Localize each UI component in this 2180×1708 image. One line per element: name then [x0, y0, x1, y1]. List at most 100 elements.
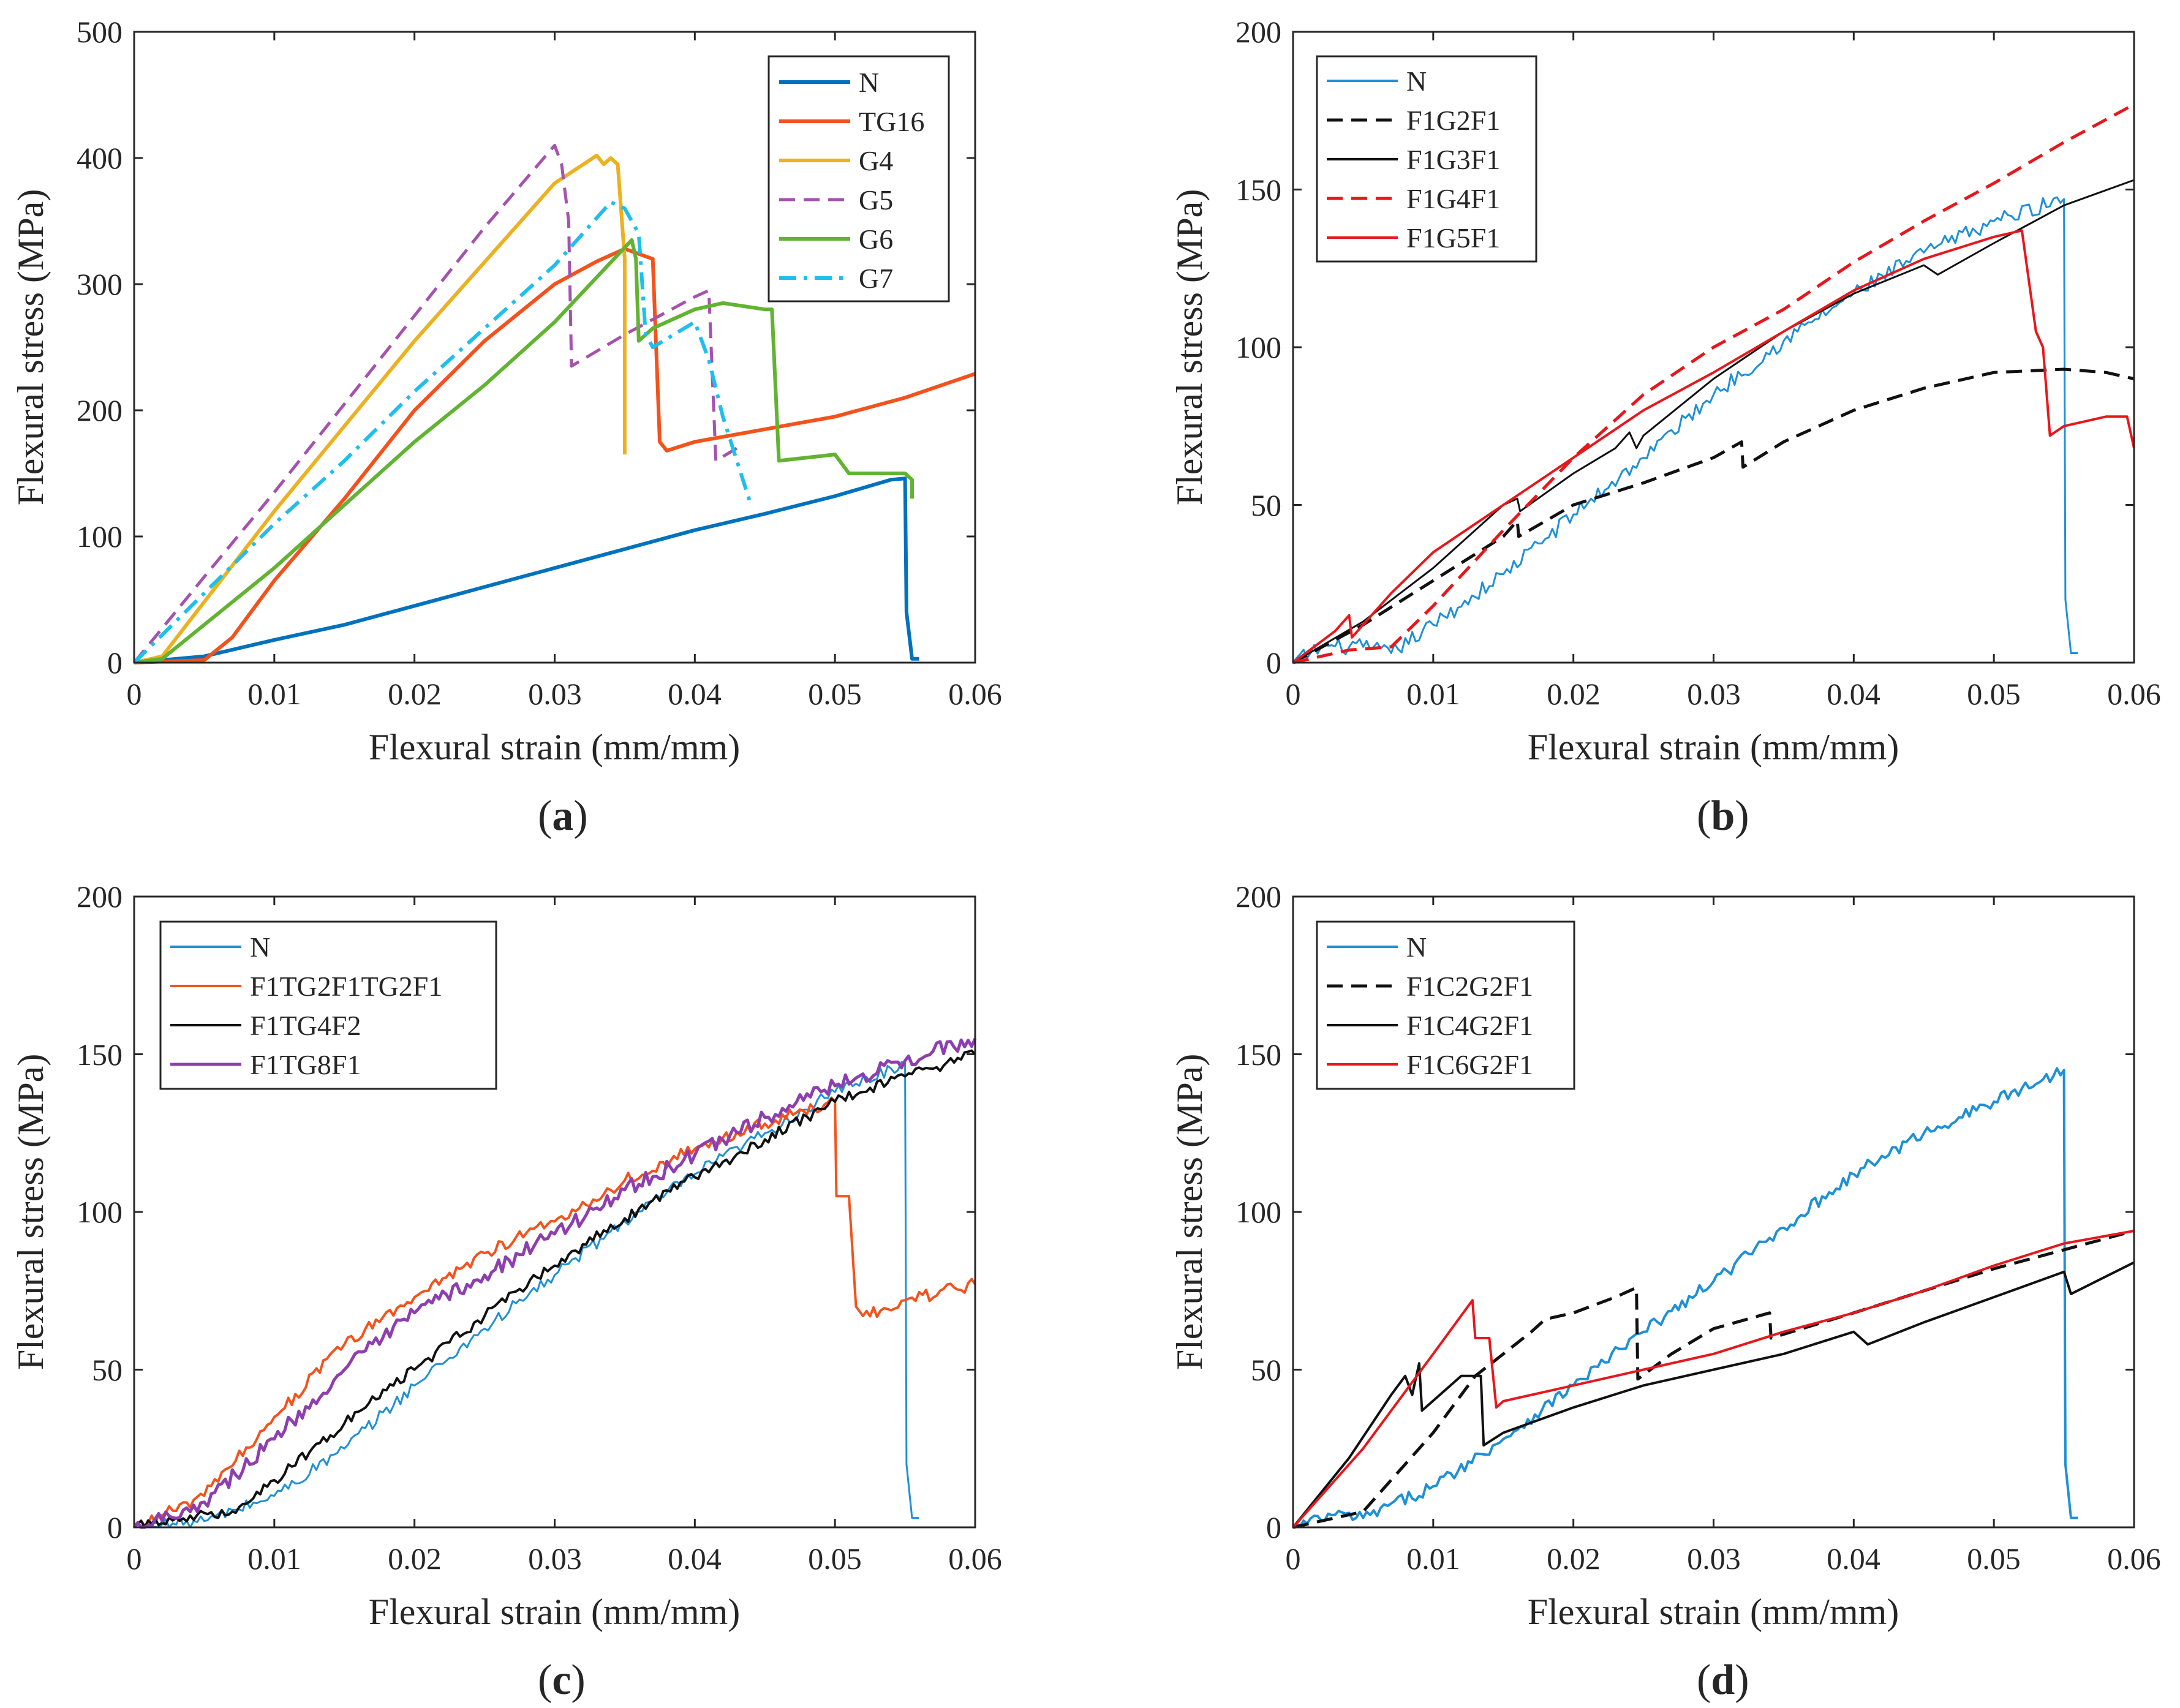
- legend-label: F1TG8F1: [250, 1049, 361, 1080]
- x-tick-label: 0.01: [1406, 1541, 1460, 1576]
- legend-label: F1G4F1: [1406, 183, 1500, 214]
- axes-box: [1292, 895, 2135, 1529]
- series-line-n: [1292, 196, 2078, 663]
- y-axis-label: Flexural stress (MPa): [10, 1054, 51, 1371]
- legend-label: G4: [859, 145, 893, 176]
- x-tick-label: 0: [127, 677, 142, 711]
- x-tick-label: 0.05: [1967, 1541, 2021, 1576]
- x-tick-label: 0.05: [808, 1541, 862, 1576]
- x-tick-label: 0.04: [668, 677, 722, 711]
- x-tick-label: 0.02: [388, 1541, 442, 1576]
- series-line-n: [134, 476, 919, 664]
- series-line-f1tg8f1: [133, 1037, 977, 1529]
- y-tick-label: 200: [77, 393, 123, 427]
- series-line-f1g2f1: [1292, 367, 2135, 664]
- legend: N F1G2F1 F1G3F1 F1G4F1 F1G5F1: [1316, 55, 1537, 263]
- y-tick-label: 200: [77, 879, 123, 914]
- panel-caption: (d): [1697, 1657, 1749, 1704]
- caption-letter: c: [552, 1657, 571, 1704]
- panel-b: 0 0.01 0.02 0.03 0.04 0.05 0.06 0 50 100…: [1169, 15, 2161, 840]
- x-tick-label: 0.03: [528, 1541, 582, 1576]
- legend: N F1C2G2F1 F1C4G2F1 F1C6G2F1: [1316, 920, 1575, 1090]
- axes-box: [133, 895, 976, 1529]
- x-tick-label: 0: [1286, 677, 1301, 711]
- y-tick-label: 50: [1251, 488, 1281, 522]
- x-tick-label: 0: [127, 1541, 142, 1576]
- x-tick-label: 0.06: [2107, 677, 2161, 711]
- caption-letter: a: [552, 792, 573, 840]
- x-axis-label: Flexural strain (mm/mm): [1528, 727, 1899, 767]
- y-tick-label: 100: [77, 1195, 123, 1229]
- x-tick-label: 0.06: [948, 677, 1002, 711]
- x-tick-label: 0.01: [247, 1541, 301, 1576]
- y-tick-label: 0: [107, 645, 123, 680]
- panel-caption: (a): [538, 792, 588, 840]
- x-tick-label: 0.04: [1827, 1541, 1880, 1576]
- x-tick-label: 0: [1286, 1541, 1301, 1576]
- series-line-f1tg4f2: [133, 1049, 976, 1529]
- panel-caption: (c): [538, 1657, 586, 1704]
- y-tick-label: 0: [107, 1510, 123, 1544]
- x-axis-label: Flexural strain (mm/mm): [369, 1592, 741, 1632]
- y-tick-label: 150: [77, 1037, 123, 1072]
- legend: N TG16 G4 G5 G6 G7: [768, 55, 950, 303]
- x-tick-label: 0.01: [247, 677, 301, 711]
- axes-box: [1292, 31, 2135, 664]
- legend-label: F1C4G2F1: [1406, 1010, 1533, 1041]
- x-tick-label: 0.01: [1406, 677, 1460, 711]
- x-tick-label: 0.04: [668, 1541, 722, 1576]
- legend-label: G5: [859, 184, 893, 216]
- y-tick-label: 300: [77, 267, 123, 301]
- legend-box: [159, 920, 497, 1090]
- y-axis-label: Flexural stress (MPa): [1169, 189, 1210, 506]
- x-tick-label: 0.05: [808, 677, 862, 711]
- caption-letter: d: [1711, 1657, 1735, 1704]
- series-line-tg16: [134, 247, 976, 664]
- y-tick-label: 100: [77, 519, 123, 554]
- series-line-f1g4f1: [1292, 103, 2135, 664]
- series-group: [1292, 1067, 2135, 1529]
- series-line-n: [1292, 1067, 2078, 1529]
- y-tick-label: 500: [77, 15, 123, 49]
- series-line-f1g5f1: [1292, 229, 2135, 664]
- series-line-g4: [134, 153, 627, 664]
- legend-label: F1TG2F1TG2F1: [250, 971, 442, 1002]
- legend-box: [1316, 920, 1575, 1090]
- x-tick-label: 0.05: [1967, 677, 2021, 711]
- y-axis-label: Flexural stress (MPa): [1169, 1054, 1210, 1371]
- y-tick-label: 200: [1235, 879, 1281, 914]
- axes-box: [133, 31, 976, 664]
- series-group: [1292, 103, 2135, 664]
- panel-a: 0 0.01 0.02 0.03 0.04 0.05 0.06 0 100 20…: [10, 15, 1002, 840]
- y-tick-label: 150: [1235, 173, 1281, 207]
- legend-label: N: [859, 67, 879, 98]
- y-tick-label: 400: [77, 141, 123, 175]
- legend-label: F1C6G2F1: [1406, 1049, 1533, 1080]
- legend-label: F1G5F1: [1406, 222, 1500, 254]
- series-line-f1c4g2f1: [1292, 1261, 2135, 1529]
- series-line-g6: [134, 238, 914, 664]
- x-tick-label: 0.03: [528, 677, 582, 711]
- x-tick-label: 0.02: [1547, 677, 1601, 711]
- panel-c: 0 0.01 0.02 0.03 0.04 0.05 0.06 0 50 100…: [10, 879, 1002, 1704]
- legend-label: G7: [859, 263, 893, 294]
- y-tick-label: 0: [1266, 645, 1281, 680]
- series-line-f1c6g2f1: [1292, 1229, 2135, 1529]
- x-tick-label: 0.02: [388, 677, 442, 711]
- panel-d: 0 0.01 0.02 0.03 0.04 0.05 0.06 0 50 100…: [1169, 879, 2161, 1704]
- x-axis-label: Flexural strain (mm/mm): [1528, 1592, 1899, 1632]
- legend-label: F1G3F1: [1406, 144, 1500, 175]
- x-tick-label: 0.06: [2107, 1541, 2161, 1576]
- y-tick-label: 50: [92, 1353, 123, 1387]
- series-group: [132, 143, 976, 664]
- legend-label: F1C2G2F1: [1406, 971, 1533, 1002]
- y-tick-label: 100: [1235, 1195, 1281, 1229]
- x-tick-label: 0.06: [948, 1541, 1002, 1576]
- legend-label: TG16: [859, 106, 924, 137]
- legend-label: F1G2F1: [1406, 105, 1500, 136]
- legend: N F1TG2F1TG2F1 F1TG4F2 F1TG8F1: [159, 920, 497, 1090]
- legend-label: F1TG4F2: [250, 1010, 361, 1041]
- caption-letter: b: [1711, 792, 1735, 840]
- legend-label: N: [250, 931, 270, 963]
